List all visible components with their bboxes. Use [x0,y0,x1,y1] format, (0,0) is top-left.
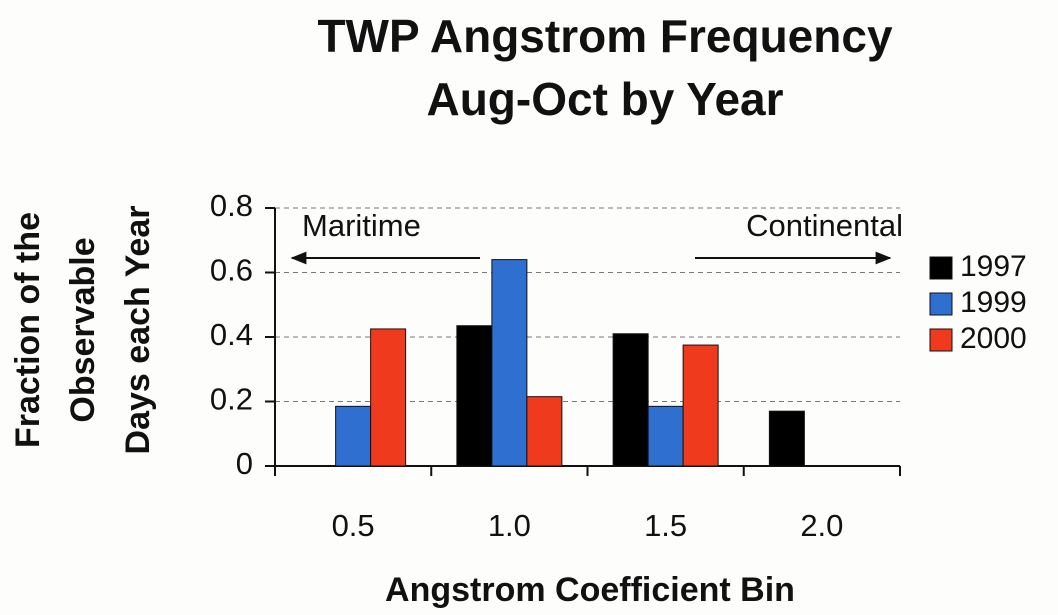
chart-title: Aug-Oct by Year [426,73,783,125]
x-tick-label: 0.5 [332,508,375,543]
legend-label: 1997 [960,250,1027,283]
bar [612,333,649,467]
y-axis-label: Observable [64,237,102,422]
y-axis-label: Days each Year [119,206,157,455]
bar [335,405,372,467]
x-axis-label: Angstrom Coefficient Bin [385,571,795,609]
y-tick-label: 0.2 [210,382,253,417]
bar [491,259,528,467]
y-axis-label: Fraction of the [9,212,47,448]
y-tick-label: 0 [236,446,253,481]
annotation: Continental [746,208,903,243]
bar [370,328,407,467]
x-tick-label: 1.5 [644,508,687,543]
bar [768,410,805,467]
bar [647,405,684,467]
bar [456,325,493,467]
chart-title: TWP Angstrom Frequency [317,10,892,62]
legend-swatch [929,328,953,352]
y-tick-label: 0.6 [210,253,253,288]
bar [526,396,563,467]
x-tick-label: 1.0 [488,508,531,543]
bar [682,344,719,467]
legend-label: 1999 [960,286,1027,319]
y-tick-label: 0.4 [210,317,253,352]
x-tick-label: 2.0 [800,508,843,543]
y-tick-label: 0.8 [210,188,253,223]
legend-swatch [929,292,953,316]
legend-label: 2000 [960,322,1027,355]
annotation: Maritime [302,208,421,243]
legend-swatch [929,256,953,280]
